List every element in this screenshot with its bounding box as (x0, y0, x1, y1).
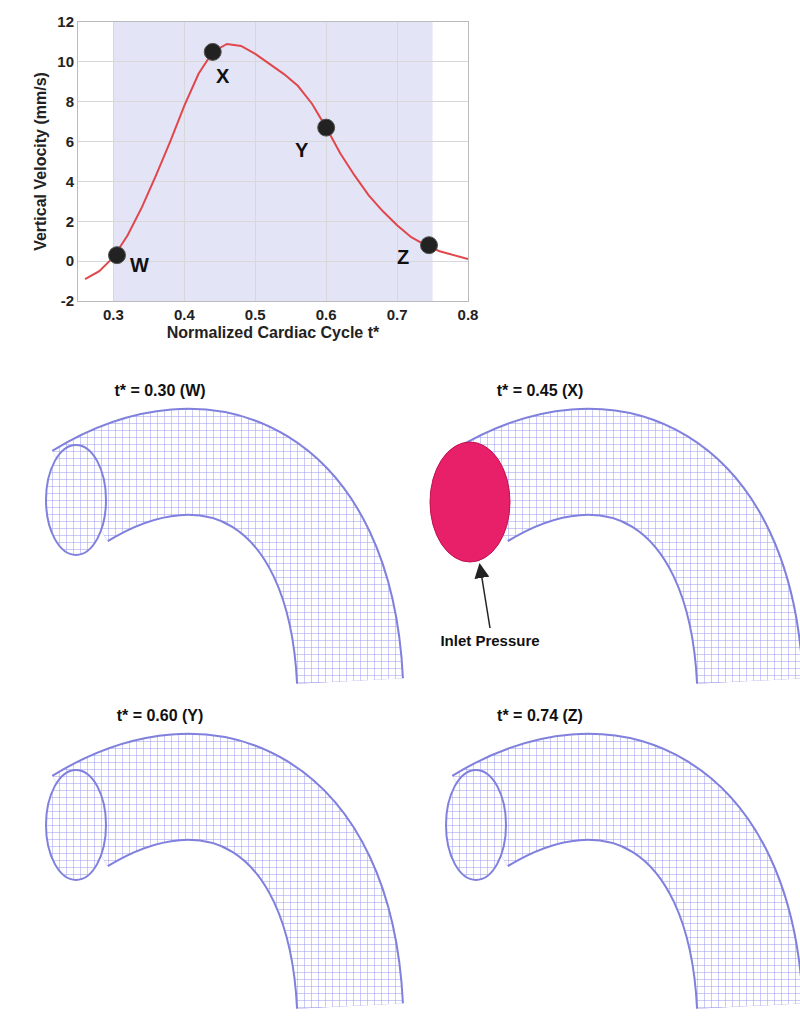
svg-text:Normalized Cardiac Cycle t*: Normalized Cardiac Cycle t* (167, 324, 380, 341)
svg-text:Inlet Pressure: Inlet Pressure (440, 632, 539, 649)
svg-text:8: 8 (66, 93, 74, 110)
svg-text:0: 0 (66, 252, 74, 269)
svg-text:t* = 0.74 (Z): t* = 0.74 (Z) (497, 707, 583, 724)
svg-text:Z: Z (397, 246, 409, 268)
svg-text:12: 12 (57, 13, 74, 30)
svg-text:Y: Y (295, 139, 309, 161)
svg-text:2: 2 (66, 213, 74, 230)
svg-text:0.5: 0.5 (245, 306, 266, 323)
svg-text:X: X (216, 65, 230, 87)
svg-text:t* = 0.45 (X): t* = 0.45 (X) (497, 382, 584, 399)
svg-text:t* = 0.60 (Y): t* = 0.60 (Y) (117, 707, 204, 724)
svg-text:0.6: 0.6 (316, 306, 337, 323)
svg-text:-2: -2 (61, 292, 74, 309)
svg-text:0.8: 0.8 (458, 306, 479, 323)
svg-text:0.4: 0.4 (174, 306, 196, 323)
svg-text:10: 10 (57, 53, 74, 70)
svg-text:W: W (130, 254, 149, 276)
svg-text:4: 4 (66, 173, 75, 190)
svg-text:6: 6 (66, 133, 74, 150)
svg-text:0.3: 0.3 (103, 306, 124, 323)
svg-text:0.7: 0.7 (387, 306, 408, 323)
svg-text:Vertical Velocity (mm/s): Vertical Velocity (mm/s) (32, 72, 49, 251)
svg-text:t* = 0.30 (W): t* = 0.30 (W) (114, 382, 205, 399)
